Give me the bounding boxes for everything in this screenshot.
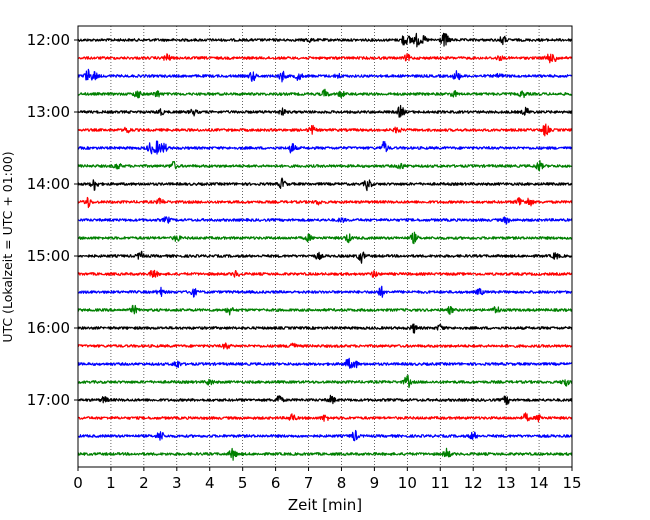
seismogram-trace <box>77 447 573 461</box>
x-tick-label: 7 <box>304 474 314 492</box>
y-tick-label: 15:00 <box>27 247 70 265</box>
seismogram-trace <box>77 231 573 245</box>
x-tick-label: 0 <box>73 474 83 492</box>
x-tick-label: 11 <box>431 474 450 492</box>
x-tick-label: 6 <box>271 474 281 492</box>
seismogram-trace <box>77 123 573 137</box>
seismogram-trace <box>77 269 573 278</box>
seismogram-trace <box>77 53 573 64</box>
seismogram-trace <box>77 216 573 225</box>
x-tick-label: 5 <box>238 474 248 492</box>
seismogram-trace <box>77 323 573 334</box>
x-tick-label: 8 <box>337 474 347 492</box>
seismogram-trace <box>77 412 573 423</box>
seismogram-trace <box>77 394 573 406</box>
seismogram-trace <box>77 250 573 264</box>
x-tick-label: 1 <box>106 474 116 492</box>
trace-layer <box>77 32 573 461</box>
seismogram-trace <box>77 374 573 389</box>
x-tick-label: 9 <box>370 474 380 492</box>
plot-frame <box>77 25 573 468</box>
seismogram-trace <box>77 196 573 209</box>
seismogram-trace <box>77 285 573 298</box>
seismogram-trace <box>77 32 573 48</box>
seismogram-trace <box>77 177 573 192</box>
seismogram-trace <box>77 159 573 172</box>
seismogram-trace <box>77 357 573 369</box>
y-tick-label: 12:00 <box>27 31 70 49</box>
x-tick-label: 12 <box>464 474 483 492</box>
seismogram-trace <box>77 68 573 83</box>
y-tick-label: 16:00 <box>27 319 70 337</box>
seismogram-trace <box>77 88 573 99</box>
y-tick-label: 14:00 <box>27 175 70 193</box>
x-axis: 0 1 2 3 4 5 6 7 8 9 10 11 12 13 14 15 <box>73 467 582 492</box>
seismogram-trace <box>77 429 573 442</box>
x-tick-label: 2 <box>139 474 149 492</box>
y-axis-label: UTC (Lokalzeit = UTC + 01:00) <box>0 151 15 342</box>
seismogram-trace <box>77 342 573 350</box>
x-tick-label: 10 <box>398 474 417 492</box>
x-tick-label: 13 <box>497 474 516 492</box>
x-tick-label: 3 <box>172 474 182 492</box>
seismogram-trace <box>77 140 573 155</box>
x-axis-label: Zeit [min] <box>288 496 362 514</box>
seismogram-trace <box>77 304 573 316</box>
x-tick-label: 4 <box>205 474 215 492</box>
x-tick-label: 15 <box>562 474 581 492</box>
y-tick-label: 17:00 <box>27 391 70 409</box>
seismogram-trace <box>77 104 573 118</box>
y-axis: 12:00 13:00 14:00 15:00 16:00 17:00 <box>27 31 78 409</box>
x-tick-label: 14 <box>530 474 549 492</box>
y-tick-label: 13:00 <box>27 103 70 121</box>
